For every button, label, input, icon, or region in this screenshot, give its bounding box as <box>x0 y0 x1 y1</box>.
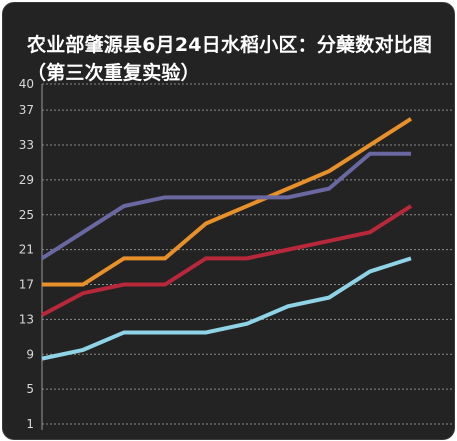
y-tick-label: 9 <box>26 347 34 361</box>
y-tick-label: 40 <box>19 77 34 91</box>
series-line-4 <box>41 256 412 361</box>
y-tick-label: 29 <box>19 173 34 187</box>
y-tick-labels: 1 5 9 13 17 21 25 29 33 37 40 <box>19 77 34 431</box>
chart-title: 农业部肇源县6月24日水稻小区：分蘖数对比图（第三次重复实验） <box>27 34 433 84</box>
series-line-2 <box>40 151 411 261</box>
y-tick-label: 25 <box>19 208 34 222</box>
gridlines <box>42 83 452 425</box>
series-line-1 <box>42 117 413 287</box>
series-lines <box>40 117 413 361</box>
y-tick-label: 1 <box>26 417 34 431</box>
series-line-3 <box>41 204 413 317</box>
y-tick-label: 37 <box>19 103 34 117</box>
y-tick-label: 13 <box>19 312 34 326</box>
y-tick-label: 33 <box>19 138 34 152</box>
y-tick-label: 5 <box>26 382 34 396</box>
y-tick-label: 17 <box>19 278 34 292</box>
y-tick-label: 21 <box>19 243 34 257</box>
